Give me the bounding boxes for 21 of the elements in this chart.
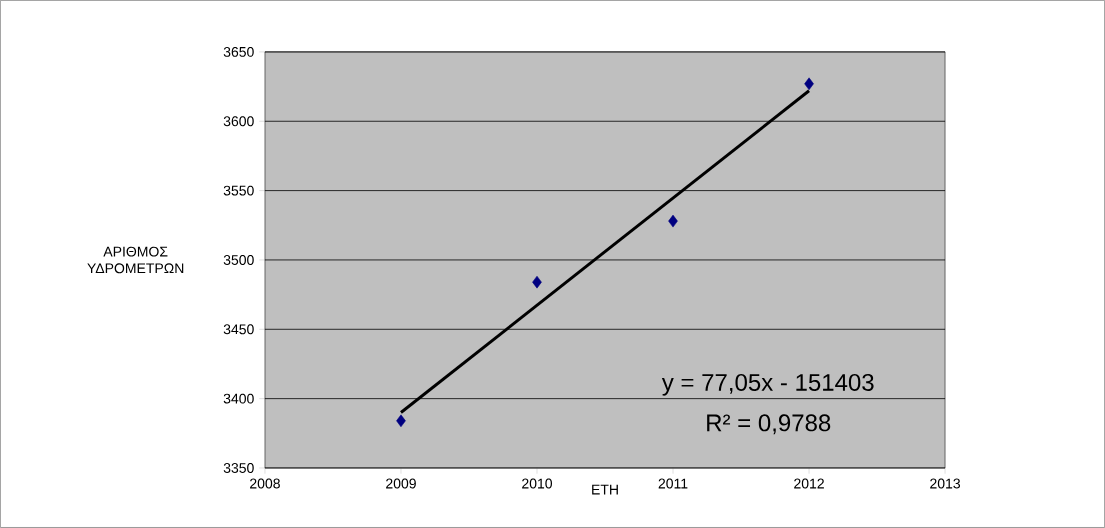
y-tick-label: 3500: [223, 255, 254, 265]
x-tick-label: 2009: [386, 478, 416, 489]
x-tick-label: 2010: [522, 478, 553, 489]
x-tick-label: 2012: [794, 478, 824, 489]
point: [396, 414, 406, 428]
y-tick-label: 3350: [223, 463, 254, 473]
annotation: y = 77,05x - 151403: [661, 373, 874, 396]
y-tick-label: 3400: [223, 393, 254, 404]
point: [532, 275, 542, 289]
y-tick-label: 3600: [223, 116, 254, 127]
y-axis-title: ΑΡΙΘΜΟΣ ΥΔΡΟΜΕΤΡΩΝ: [87, 246, 184, 274]
annotation: R² = 0,9788: [707, 414, 831, 435]
y-tick-label: 3550: [223, 185, 254, 196]
x-axis-title: ΕΤΗ: [592, 484, 618, 495]
y-tick-label: 3650: [223, 47, 254, 57]
point: [804, 77, 814, 91]
x-tick-label: 2008: [250, 478, 280, 489]
x-tick-label: 2011: [658, 478, 688, 489]
y-tick-label: 3450: [223, 324, 254, 335]
x-tick-label: 2013: [930, 478, 961, 489]
point: [668, 214, 678, 228]
